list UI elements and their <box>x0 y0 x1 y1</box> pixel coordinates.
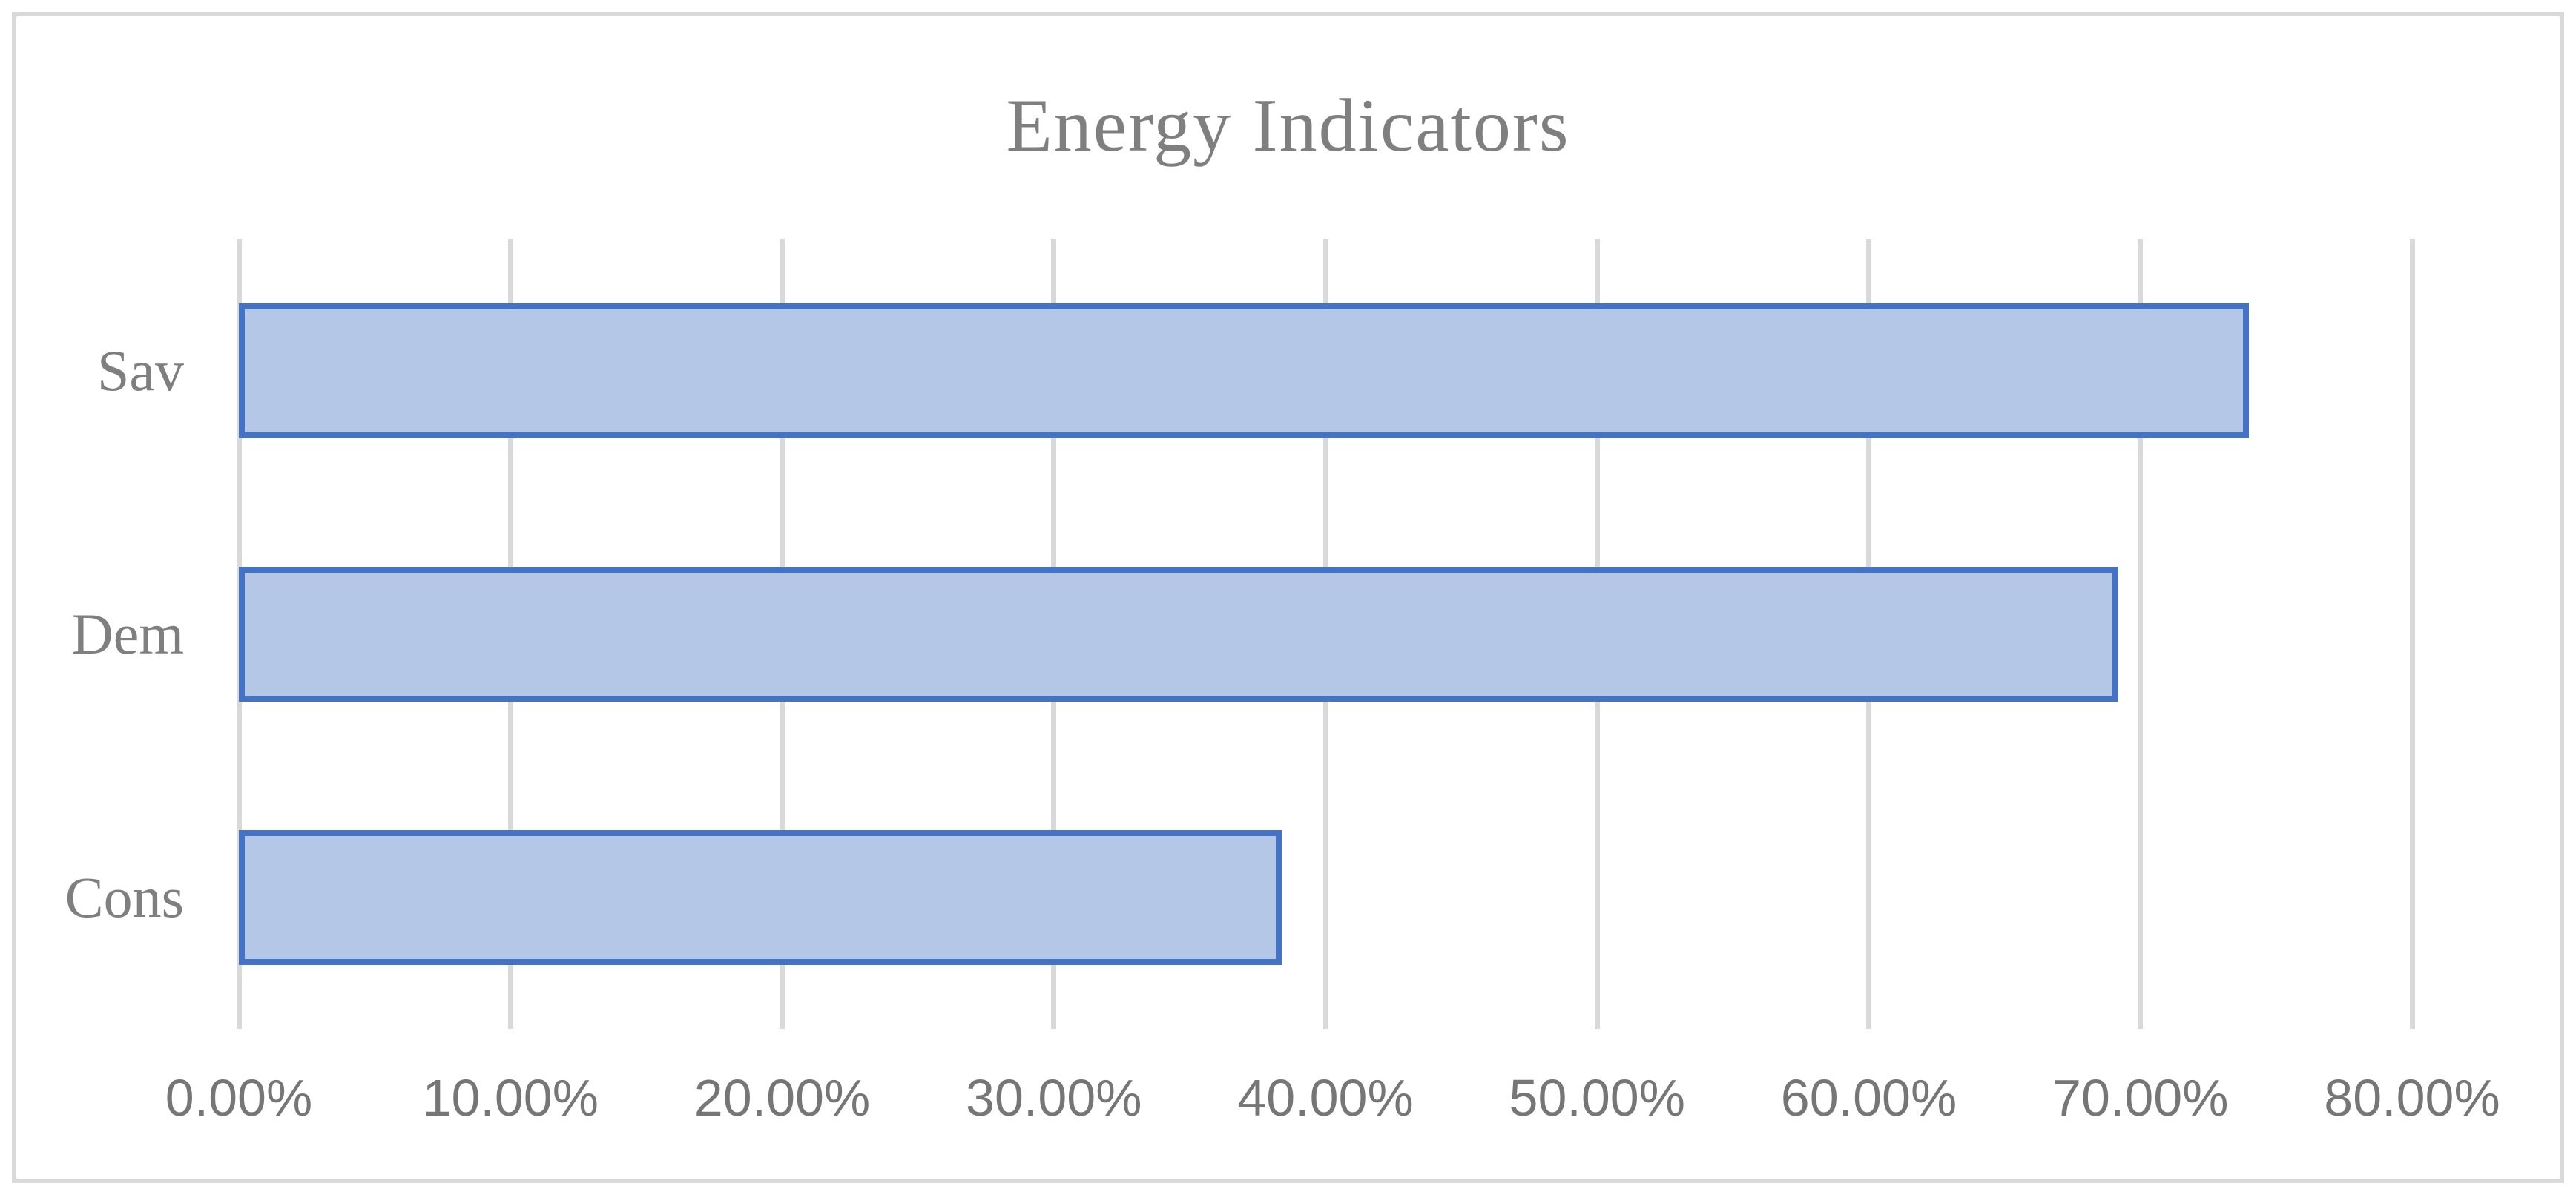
bar-dem <box>239 566 2119 702</box>
x-tick-label-40: 40.00% <box>1237 1069 1414 1127</box>
bar-cons <box>239 829 1282 965</box>
x-tick-label-0: 0.00% <box>165 1069 313 1127</box>
gridline-70 <box>2138 239 2144 1029</box>
x-tick-label-80: 80.00% <box>2324 1069 2500 1127</box>
gridline-80 <box>2409 239 2415 1029</box>
category-label-sav: Sav <box>97 338 184 403</box>
x-tick-label-70: 70.00% <box>2052 1069 2229 1127</box>
category-label-cons: Cons <box>65 864 184 929</box>
x-tick-label-20: 20.00% <box>694 1069 871 1127</box>
x-tick-label-10: 10.00% <box>422 1069 599 1127</box>
x-tick-label-60: 60.00% <box>1780 1069 1957 1127</box>
category-label-dem: Dem <box>71 601 184 666</box>
x-tick-label-50: 50.00% <box>1509 1069 1685 1127</box>
x-tick-label-30: 30.00% <box>966 1069 1142 1127</box>
bar-sav <box>239 303 2250 438</box>
plot-area <box>236 239 2415 1029</box>
chart-title: Energy Indicators <box>1006 84 1570 168</box>
